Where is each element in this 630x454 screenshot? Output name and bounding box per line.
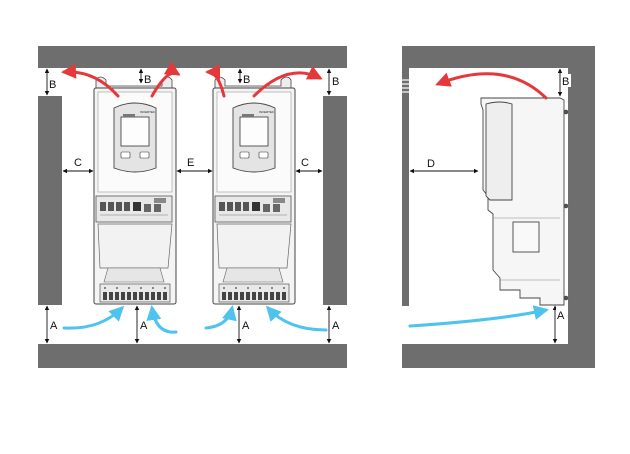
red-exhaust-arrow [205,64,226,98]
side-left-wall-upper [402,68,409,306]
blue-intake-arrow [204,305,237,330]
label-c-right: C [301,157,309,169]
blue-intake-arrow [408,305,549,328]
left-side-wall [38,96,62,305]
drive-unit-right: INVERTEK [212,76,296,305]
side-top-wall [402,46,568,68]
drive-unit-side-profile [480,97,569,306]
side-view-walls [402,46,595,368]
front-view-walls [38,46,347,368]
mounting-back-wall [568,46,595,368]
front-dimension-labels: B B B B C E C A A A A [48,72,341,332]
drive-brand-left: INVERTEK [140,110,155,114]
blue-intake-arrow [62,305,125,330]
side-dimension-labels: B D A [426,74,571,322]
hot-air-exhaust-arrows [61,61,323,98]
label-a-left: A [50,320,58,332]
label-b-top-right: B [332,76,339,88]
drive-unit-left: INVERTEK [93,76,177,305]
label-c-left: C [74,157,82,169]
side-bottom-wall [402,344,568,368]
top-wall [38,46,347,68]
label-e: E [187,157,194,169]
label-a-mid: A [140,320,148,332]
label-b-side: B [562,76,569,88]
side-dimension-lines [409,68,563,344]
label-a-right: A [332,320,340,332]
red-exhaust-arrow [435,72,548,100]
right-side-wall [323,96,347,305]
front-dimension-lines [44,68,332,344]
label-a-side: A [557,310,565,322]
red-exhaust-arrow [150,61,181,98]
red-exhaust-arrow [252,65,323,98]
drive-brand-right: INVERTEK [259,110,274,114]
blue-intake-arrow [146,305,178,334]
label-b-top-left: B [49,79,56,91]
bottom-wall [38,344,347,368]
label-b-top-pair: B [243,74,250,86]
label-d: D [427,158,435,170]
blue-intake-arrow [265,305,328,332]
side-airflow-arrows [408,72,549,328]
label-b-top-mid: B [144,74,151,86]
red-exhaust-arrow [61,63,120,98]
keypad-screen-left [120,116,150,147]
cool-air-intake-arrows [62,305,328,334]
label-a-pair: A [242,320,250,332]
keypad-screen-right [239,116,269,147]
